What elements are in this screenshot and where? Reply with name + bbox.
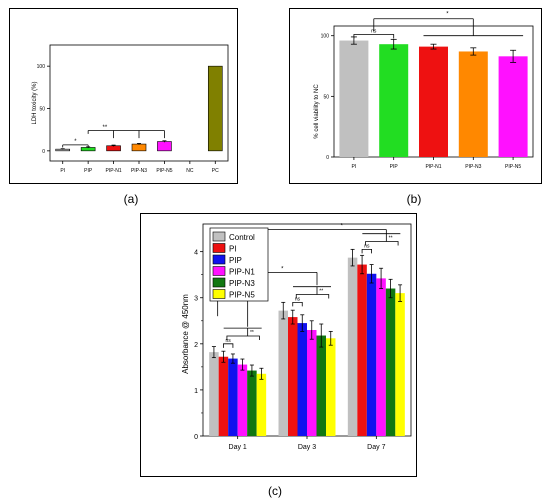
- bar-pip-n1: [419, 46, 448, 157]
- legend-swatch-pip: [212, 254, 226, 265]
- sig-bracket-2star: [226, 335, 260, 340]
- significance-star: *: [74, 139, 77, 145]
- legend-label: PI: [229, 245, 237, 254]
- bar-pi: [339, 40, 369, 157]
- panel-label-c: (c): [268, 484, 282, 498]
- x-tick-label: Day 3: [298, 444, 316, 451]
- bar-pi-day3: [288, 317, 298, 436]
- significance-ns: ns: [295, 296, 301, 302]
- ldh-toxicity-chart: 0 50 100 LDH toxicity (%) PI PIP PIP-N1 PIP-N3 P…: [32, 44, 229, 174]
- legend-label: PIP-N1: [229, 268, 255, 277]
- legend-swatch-pi: [212, 243, 226, 253]
- y-tick-label: 2: [194, 342, 198, 349]
- legend-label: Control: [229, 233, 255, 242]
- significance-ns: ns: [226, 338, 232, 344]
- significance-star: *: [340, 224, 343, 230]
- bar-pip-n5: [157, 141, 172, 152]
- legend-swatch-pip-n5: [212, 289, 226, 299]
- x-tick-label: PIP-N5: [505, 164, 521, 170]
- bar-pip-day3: [297, 323, 307, 436]
- bar-pc: [207, 65, 223, 152]
- y-tick-label: 4: [194, 250, 198, 257]
- significance-star: *: [281, 266, 284, 272]
- y-tick-label: 100: [321, 34, 330, 40]
- bar-pip-n3-day3: [316, 335, 326, 436]
- bar-pip-n5-day7: [395, 293, 405, 436]
- x-tick-label: PI: [60, 168, 65, 174]
- legend-label: PIP-N3: [229, 279, 255, 288]
- sig-bracket-ns: [292, 301, 303, 307]
- significance-star: **: [250, 330, 254, 336]
- cell-viability-chart: 0 50 100 % cell viability to NC PI PIP PIP-N1 P…: [314, 12, 534, 170]
- sig-bracket-ns: [353, 34, 395, 39]
- bar-pip-n1-day7: [376, 278, 386, 436]
- bar-pip-n5: [498, 56, 528, 157]
- x-tick-label: PIP-N1: [425, 164, 441, 170]
- bar-pip-n1-day1: [237, 364, 248, 436]
- bar-pi-day1: [218, 356, 229, 436]
- y-tick-label: 50: [39, 107, 45, 113]
- panel-label-a: (a): [123, 192, 139, 206]
- sig-bracket-2star: [365, 241, 399, 246]
- bar-pip-n1: [106, 145, 121, 152]
- chart-panel-a: 0 50 100 LDH toxicity (%) PI PIP PIP-N1 PIP-N3 P…: [9, 8, 238, 184]
- y-tick-label: 1: [194, 388, 198, 395]
- sig-bracket-ns: [361, 248, 372, 254]
- significance-star: *: [446, 12, 449, 18]
- x-tick-label: PC: [212, 168, 219, 174]
- bar-control-day1: [209, 352, 219, 436]
- bar-pip-day1: [228, 358, 238, 436]
- bar-pip-n1-day3: [307, 330, 317, 436]
- bar-pip-n3-day1: [247, 370, 257, 436]
- significance-star: **: [319, 289, 323, 295]
- y-tick-label: 100: [37, 64, 46, 70]
- sig-bracket-ns: [223, 343, 234, 348]
- significance-star: **: [389, 236, 393, 242]
- x-tick-label: PIP-N3: [131, 168, 147, 174]
- y-axis-label: LDH toxicity (%): [32, 81, 38, 124]
- x-tick-label: NC: [186, 168, 194, 174]
- significance-star: **: [103, 125, 108, 131]
- x-tick-label: PIP: [390, 164, 399, 170]
- significance-ns: ns: [364, 243, 370, 249]
- y-tick-label: 0: [194, 434, 198, 441]
- sig-bracket-2star: [295, 294, 330, 299]
- x-tick-label: PIP-N3: [465, 164, 481, 170]
- chart-panel-c: 0 1 2 3 4 Absorbance @ 450nm Day 1 ns ** Day 3 ns *…: [140, 213, 417, 477]
- y-tick-label: 0: [42, 149, 45, 155]
- y-tick-label: 3: [194, 296, 198, 303]
- bar-pip-day7: [366, 273, 377, 436]
- bar-pip-n3: [131, 143, 147, 152]
- panel-label-b: (b): [406, 192, 422, 206]
- legend-label: PIP: [229, 256, 242, 265]
- chart-panel-b: 0 50 100 % cell viability to NC PI PIP PIP-N1 P…: [289, 8, 542, 184]
- legend-swatch-control: [212, 231, 226, 242]
- bar-pip-n3: [458, 51, 488, 157]
- significance-ns: ns: [371, 29, 377, 35]
- x-tick-label: PIP: [84, 168, 93, 174]
- x-tick-label: PIP-N1: [106, 168, 122, 174]
- bar-pip-n5-day3: [326, 338, 336, 436]
- bar-control-day3: [278, 310, 288, 436]
- x-tick-label: PI: [352, 164, 357, 170]
- bar-pi-day7: [357, 264, 367, 436]
- legend-label: PIP-N5: [229, 291, 255, 300]
- bar-pip-n5-day1: [256, 373, 267, 436]
- bar-pip-n3-day7: [385, 288, 396, 436]
- bar-control-day7: [347, 257, 358, 436]
- legend-swatch-pip-n1: [212, 266, 226, 276]
- x-tick-label: Day 7: [367, 444, 385, 451]
- y-tick-label: 50: [323, 94, 329, 100]
- x-tick-label: Day 1: [229, 444, 247, 451]
- x-tick-label: PIP-N5: [156, 168, 172, 174]
- y-axis-label: % cell viability to NC: [314, 84, 320, 139]
- bar-pip: [379, 44, 409, 157]
- y-axis-label: Absorbance @ 450nm: [181, 294, 190, 374]
- y-tick-label: 0: [326, 155, 329, 161]
- legend-swatch-pip-n3: [212, 277, 226, 288]
